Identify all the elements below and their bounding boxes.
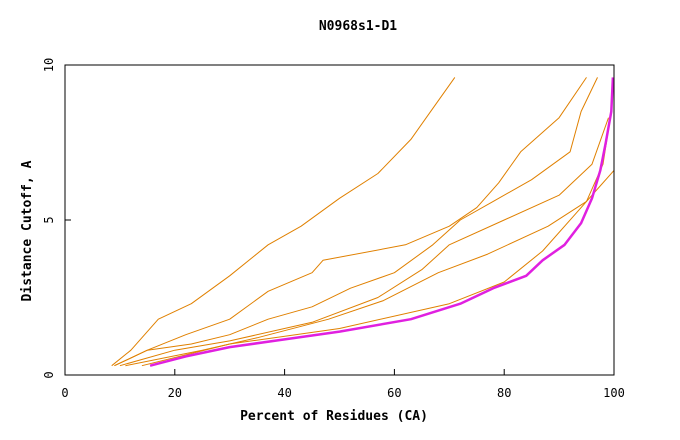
x-tick-label: 0 — [61, 386, 68, 400]
model-series-line — [114, 77, 598, 367]
model-series-line — [114, 77, 587, 367]
x-tick-label: 60 — [387, 386, 401, 400]
x-axis: 0 20 40 60 80 100 — [61, 369, 625, 400]
x-axis-label: Percent of Residues (CA) — [240, 409, 428, 424]
y-tick-label: 10 — [42, 58, 56, 72]
x-tick-label: 20 — [168, 386, 182, 400]
y-axis: 0 5 10 — [42, 58, 71, 379]
model-series-line — [119, 117, 609, 367]
model-series-line — [111, 77, 456, 367]
x-tick-label: 40 — [277, 386, 291, 400]
highlight-series-line — [149, 77, 615, 367]
x-tick-label: 80 — [497, 386, 511, 400]
model-series-line — [125, 111, 612, 367]
y-tick-label: 5 — [42, 216, 56, 223]
x-tick-label: 100 — [603, 386, 625, 400]
chart-title: N0968s1-D1 — [319, 19, 397, 34]
y-axis-label: Distance Cutoff, A — [20, 160, 35, 301]
series-layer — [111, 77, 615, 367]
model-series-line — [141, 96, 615, 367]
y-tick-label: 0 — [42, 371, 56, 378]
